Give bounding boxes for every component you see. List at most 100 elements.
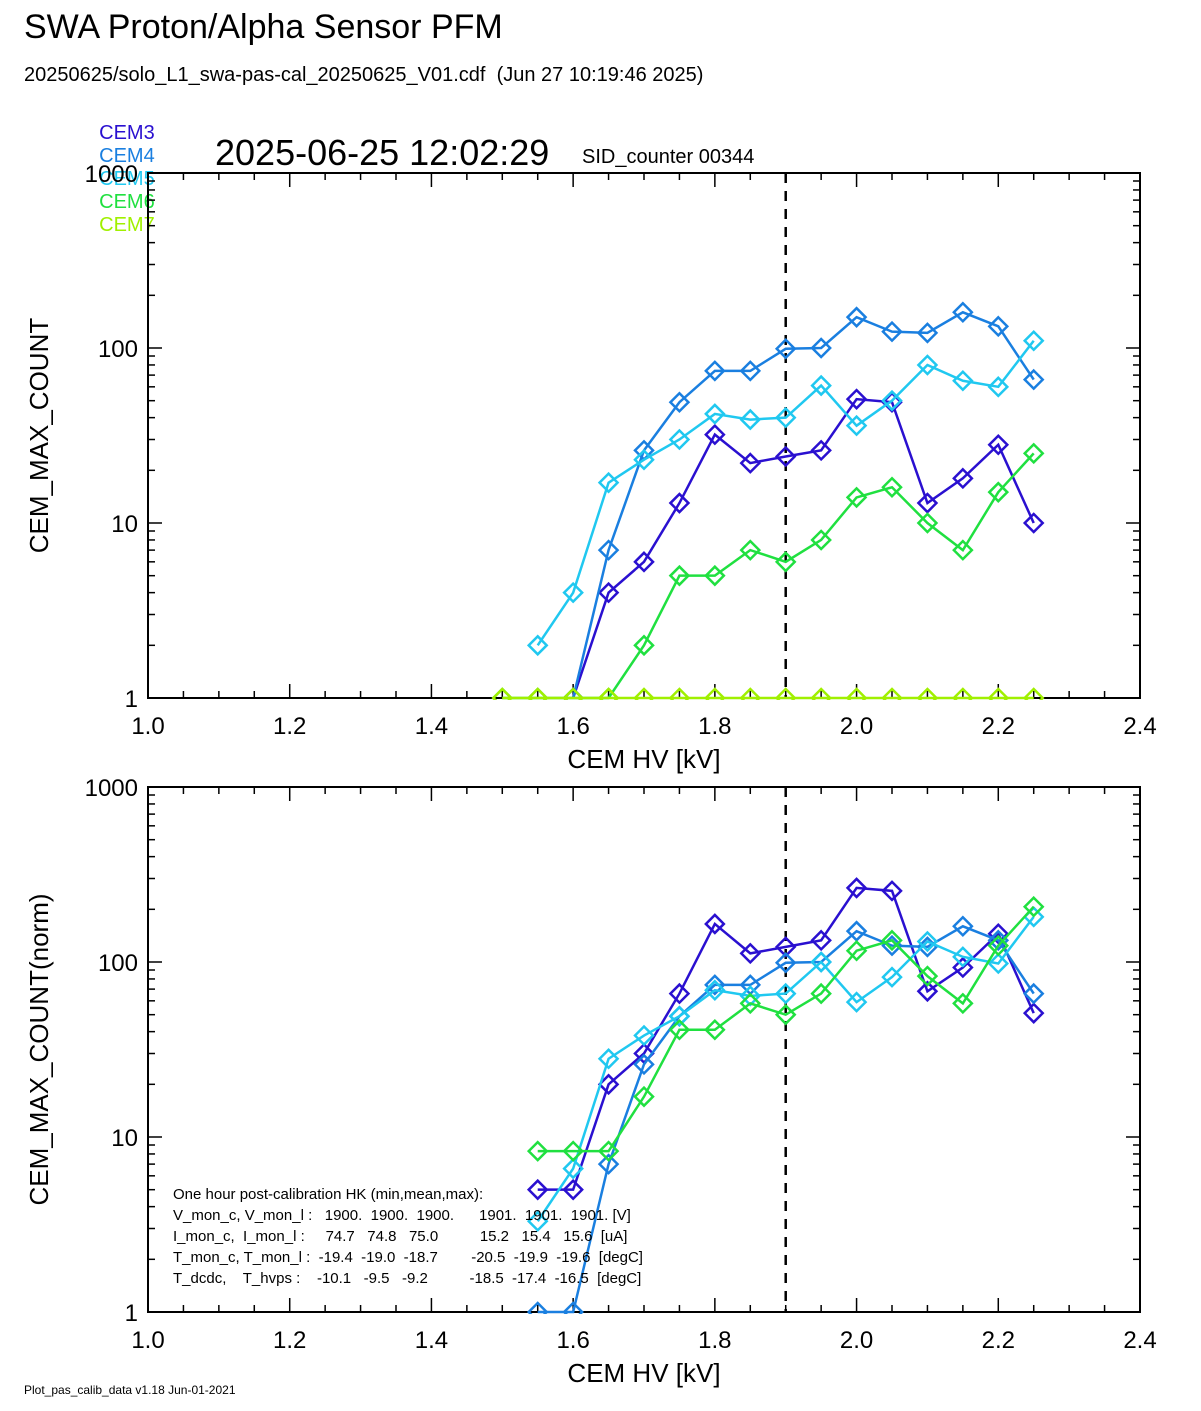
- y-tick-label: 1: [125, 1300, 138, 1327]
- plot-frame: [147, 172, 1141, 699]
- data-point: [987, 376, 1010, 398]
- data-point: [916, 354, 939, 376]
- data-point: [739, 687, 762, 700]
- x-tick-label: 1.8: [698, 1327, 731, 1354]
- data-point: [845, 486, 868, 509]
- data-point: [704, 1018, 726, 1041]
- data-point: [704, 564, 726, 587]
- data-point: [881, 929, 903, 952]
- chart-panel-2: 1.0 1.2 1.4 1.6 1.8 2.0 2.2 2.4 1 10 100 1000 CEM HV…: [24, 775, 1157, 1388]
- data-point: [491, 687, 514, 700]
- y-tick-label: 1000: [85, 161, 138, 188]
- data-point: [597, 539, 620, 561]
- data-point: [810, 374, 832, 397]
- x-tick-label: 1.4: [415, 1327, 448, 1354]
- y-axis-title: CEM_MAX_COUNT: [24, 318, 54, 554]
- data-point: [916, 930, 939, 953]
- data-point: [668, 1018, 691, 1041]
- data-point: [810, 687, 832, 700]
- data-point: [774, 445, 797, 468]
- data-point: [704, 423, 726, 446]
- data-point: [1022, 687, 1045, 700]
- data-point: [668, 1005, 691, 1027]
- data-point: [633, 687, 655, 700]
- data-point: [597, 687, 620, 700]
- hk-note-line: I_mon_c, I_mon_l : 74.7 74.8 75.0 15.2 1…: [173, 1228, 627, 1245]
- data-point: [774, 406, 797, 429]
- data-point: [704, 974, 726, 996]
- data-point: [704, 979, 726, 1001]
- data-point: [881, 687, 903, 700]
- legend-entry-cem3: CEM3: [99, 122, 155, 144]
- data-point: [845, 414, 868, 437]
- data-point: [739, 992, 762, 1015]
- data-point: [526, 1210, 549, 1233]
- series-cem5: [526, 329, 1045, 657]
- data-point: [845, 687, 868, 700]
- data-point: [562, 1178, 584, 1201]
- hk-note-line: V_mon_c, V_mon_l : 1900. 1900. 1900. 190…: [173, 1207, 631, 1224]
- data-point: [774, 551, 797, 573]
- data-point: [845, 991, 868, 1013]
- data-point: [1022, 329, 1045, 352]
- data-point: [774, 982, 797, 1005]
- data-point: [952, 992, 974, 1015]
- data-point: [810, 337, 832, 359]
- data-point: [704, 913, 726, 935]
- y-tick-label: 10: [111, 511, 138, 538]
- series-line: [536, 339, 1035, 647]
- series-line: [536, 916, 1035, 1222]
- x-tick-label: 1.0: [131, 713, 164, 740]
- data-point: [987, 315, 1010, 338]
- data-point: [562, 687, 584, 700]
- x-tick-label: 2.4: [1123, 1327, 1156, 1354]
- data-point: [1022, 368, 1045, 391]
- data-point: [881, 320, 903, 343]
- data-point: [526, 1178, 549, 1201]
- x-tick-label: 1.6: [556, 1327, 589, 1354]
- data-point: [916, 687, 939, 700]
- x-axis-title: CEM HV [kV]: [567, 744, 720, 774]
- data-point: [916, 965, 939, 987]
- data-point: [633, 448, 655, 471]
- series-cem7: [491, 687, 1045, 700]
- data-point: [987, 934, 1010, 957]
- data-point: [774, 951, 797, 974]
- data-point: [881, 880, 903, 902]
- data-point: [633, 1024, 655, 1047]
- page-title: SWA Proton/Alpha Sensor PFM: [24, 8, 503, 46]
- data-point: [952, 539, 974, 561]
- data-point: [526, 634, 549, 657]
- data-point: [916, 322, 939, 344]
- x-tick-label: 1.0: [131, 1327, 164, 1354]
- data-point: [668, 492, 691, 514]
- data-point: [916, 512, 939, 534]
- data-point: [952, 369, 974, 392]
- data-point: [810, 439, 832, 462]
- data-point: [739, 360, 762, 382]
- data-point: [597, 1047, 620, 1070]
- data-point: [704, 360, 726, 382]
- data-point: [562, 581, 584, 604]
- y-tick-label: 1: [125, 686, 138, 713]
- data-point: [597, 1140, 620, 1162]
- sid-counter: SID_counter 00344: [582, 146, 755, 168]
- x-tick-label: 1.8: [698, 713, 731, 740]
- data-point: [633, 634, 655, 657]
- timestamp: 2025-06-25 12:02:29: [215, 132, 550, 173]
- data-point: [526, 687, 549, 700]
- hk-note-line: One hour post-calibration HK (min,mean,m…: [173, 1186, 483, 1203]
- data-point: [597, 581, 620, 604]
- data-point: [633, 551, 655, 573]
- data-point: [810, 929, 832, 952]
- data-point: [633, 1085, 655, 1108]
- data-point: [704, 687, 726, 700]
- data-point: [774, 936, 797, 958]
- data-point: [952, 687, 974, 700]
- data-point: [952, 301, 974, 324]
- data-point: [987, 687, 1010, 700]
- data-point: [881, 389, 903, 412]
- y-tick-label: 100: [98, 336, 138, 363]
- data-point: [739, 942, 762, 965]
- data-point: [916, 980, 939, 1003]
